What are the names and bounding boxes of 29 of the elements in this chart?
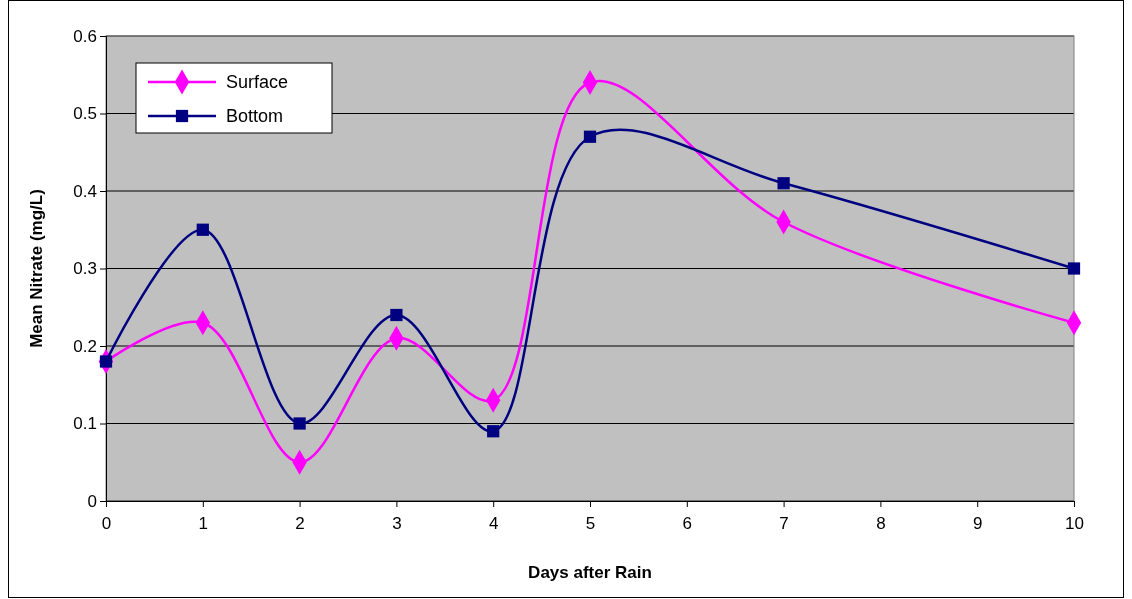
point xyxy=(487,425,500,438)
x-tick-label: 7 xyxy=(779,513,789,533)
y-tick-label: 0.1 xyxy=(73,414,97,434)
y-tick-label: 0.6 xyxy=(73,26,97,46)
point xyxy=(777,177,790,190)
y-tick-label: 0.4 xyxy=(73,181,97,201)
y-tick-label: 0 xyxy=(87,491,97,511)
y-tick-label: 0.3 xyxy=(73,259,97,279)
x-tick-label: 8 xyxy=(876,513,886,533)
point xyxy=(1067,262,1081,275)
x-tick-label: 3 xyxy=(392,513,402,533)
legend-label: Surface xyxy=(226,72,289,92)
point xyxy=(196,223,209,236)
x-tick-label: 6 xyxy=(682,513,693,533)
y-axis-title: Mean Nitrate (mg/L) xyxy=(27,189,46,348)
point xyxy=(390,308,403,322)
x-tick-label: 0 xyxy=(101,513,112,533)
point xyxy=(293,417,306,430)
legend-label: Bottom xyxy=(226,106,284,126)
x-tick-label: 2 xyxy=(295,513,305,533)
x-tick-label: 1 xyxy=(198,513,209,533)
x-tick-label: 10 xyxy=(1065,513,1084,533)
x-tick-label: 9 xyxy=(972,513,983,533)
x-axis-title: Days after Rain xyxy=(528,563,652,582)
y-tick-label: 0.2 xyxy=(73,336,97,356)
y-tick-label: 0.5 xyxy=(73,104,97,124)
x-tick-label: 5 xyxy=(585,513,596,533)
point xyxy=(583,130,597,143)
x-tick-label: 4 xyxy=(488,513,499,533)
